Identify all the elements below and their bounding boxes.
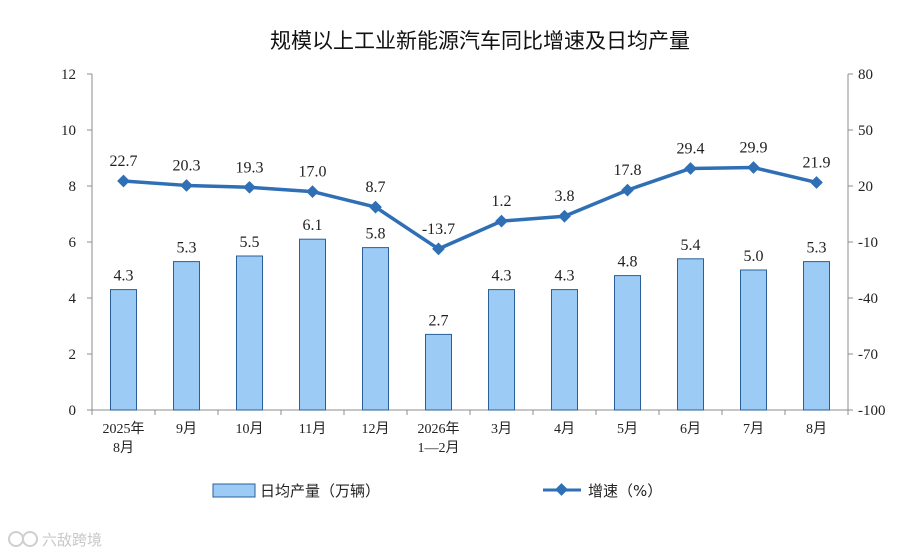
x-tick-label: 2025年 — [103, 421, 145, 437]
right-axis-tick-label: 20 — [858, 179, 873, 195]
line-point — [684, 162, 697, 175]
line-point — [180, 179, 193, 192]
bar — [110, 289, 137, 411]
bar-value-label: 6.1 — [303, 217, 323, 234]
legend-line-label: 增速（%） — [588, 482, 662, 500]
right-axis-tick-label: -100 — [858, 403, 886, 419]
axes: 0 2 4 6 8 10 12 -100 -70 -40 -10 20 50 80 — [61, 67, 886, 419]
line-point — [369, 200, 382, 214]
line-value-label: 3.8 — [555, 188, 575, 205]
bar-value-label: 5.0 — [744, 248, 764, 265]
line-value-label: 29.4 — [677, 140, 705, 157]
left-axis-tick-label: 8 — [69, 179, 77, 195]
x-tick-label: 1—2月 — [418, 440, 460, 456]
line-value-label: 21.9 — [803, 154, 831, 171]
x-tick-label: 6月 — [680, 421, 701, 437]
line-value-label: 29.9 — [740, 140, 768, 157]
line-value-label: 8.7 — [366, 179, 386, 196]
growth-line — [123, 165, 817, 251]
data-labels: 4.3 5.3 5.5 6.1 5.8 2.7 4.3 4.3 4.8 5.4 5.0 5.3 22.7… — [110, 140, 831, 330]
bar-value-label: 5.3 — [177, 240, 197, 257]
legend-line-marker — [555, 483, 568, 496]
line-value-label: 22.7 — [110, 153, 138, 170]
line-point — [810, 176, 823, 189]
line-value-label: 19.3 — [236, 159, 264, 176]
x-tick-labels: 2025年 8月 9月 10月 11月 12月 2026年 1—2月 3月 4月 5月 6月 7月 8月 — [103, 421, 828, 456]
bar — [614, 275, 641, 411]
right-axis-tick-label: -70 — [858, 347, 878, 363]
bar-value-label: 4.3 — [114, 268, 134, 285]
line-value-label: 20.3 — [173, 157, 201, 174]
left-axis-tick-label: 4 — [69, 291, 77, 307]
bar-value-label: 5.5 — [240, 234, 260, 251]
bar — [677, 258, 704, 411]
x-tick-label: 9月 — [176, 421, 197, 437]
bar-series — [110, 238, 830, 411]
line-point — [306, 185, 319, 198]
bar — [488, 289, 515, 411]
bar-value-label: 5.4 — [681, 237, 701, 254]
x-tick-label: 2026年 — [418, 421, 460, 437]
line-point — [558, 209, 571, 223]
bar — [299, 238, 326, 411]
bar-value-label: 4.3 — [555, 268, 575, 285]
bar — [236, 255, 263, 411]
line-point — [117, 174, 130, 188]
x-tick-label: 8月 — [113, 440, 134, 456]
left-axis-tick-label: 10 — [61, 123, 76, 139]
bar — [362, 247, 389, 411]
bar-value-label: 2.7 — [429, 312, 449, 329]
bar — [173, 261, 200, 411]
watermark: 六敌跨境 — [8, 531, 102, 549]
left-axis-tick-label: 6 — [69, 235, 77, 251]
watermark-text: 六敌跨境 — [42, 531, 102, 549]
x-tick-label: 10月 — [236, 421, 264, 437]
chart-title: 规模以上工业新能源汽车同比增速及日均产量 — [270, 29, 690, 53]
legend: 日均产量（万辆） 增速（%） — [212, 482, 662, 500]
left-axis-tick-label: 0 — [69, 403, 77, 419]
line-point — [432, 242, 445, 256]
legend-bar-label: 日均产量（万辆） — [260, 482, 380, 500]
line-point — [243, 180, 256, 194]
bar-value-label: 5.3 — [807, 240, 827, 257]
watermark-logo-icon-2 — [22, 531, 38, 547]
bar — [740, 269, 767, 411]
line-point — [495, 214, 508, 228]
line-value-label: 17.0 — [299, 164, 327, 181]
right-axis-tick-label: 50 — [858, 123, 873, 139]
x-tick-label: 5月 — [617, 421, 638, 437]
line-value-label: -13.7 — [422, 221, 455, 238]
right-axis-tick-label: 80 — [858, 67, 873, 83]
right-axis-tick-label: -40 — [858, 291, 878, 307]
line-value-label: 1.2 — [492, 193, 512, 210]
watermark-logo-icon — [8, 531, 24, 547]
right-axis-tick-label: -10 — [858, 235, 878, 251]
bar-value-label: 4.3 — [492, 268, 512, 285]
left-axis-tick-label: 2 — [69, 347, 77, 363]
bar-value-label: 5.8 — [366, 226, 386, 243]
x-tick-label: 4月 — [554, 421, 575, 437]
bar — [803, 261, 830, 411]
x-tick-label: 3月 — [491, 421, 512, 437]
x-tick-label: 12月 — [362, 421, 390, 437]
x-tick-label: 7月 — [743, 421, 764, 437]
bar-value-label: 4.8 — [618, 254, 638, 271]
line-point — [621, 183, 634, 197]
left-axis-tick-label: 12 — [61, 67, 76, 83]
x-tick-label: 11月 — [299, 421, 326, 437]
line-series — [117, 161, 823, 256]
bar — [425, 333, 452, 411]
bar — [551, 289, 578, 411]
line-value-label: 17.8 — [614, 162, 642, 179]
line-point — [747, 161, 760, 174]
x-tick-label: 8月 — [806, 421, 827, 437]
legend-bar-swatch — [212, 483, 256, 498]
